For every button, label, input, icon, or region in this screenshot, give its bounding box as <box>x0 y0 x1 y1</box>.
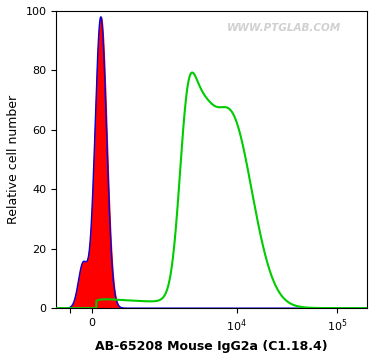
Y-axis label: Relative cell number: Relative cell number <box>7 95 20 224</box>
Text: WWW.PTGLAB.COM: WWW.PTGLAB.COM <box>227 23 341 33</box>
X-axis label: AB-65208 Mouse IgG2a (C1.18.4): AB-65208 Mouse IgG2a (C1.18.4) <box>95 340 328 353</box>
